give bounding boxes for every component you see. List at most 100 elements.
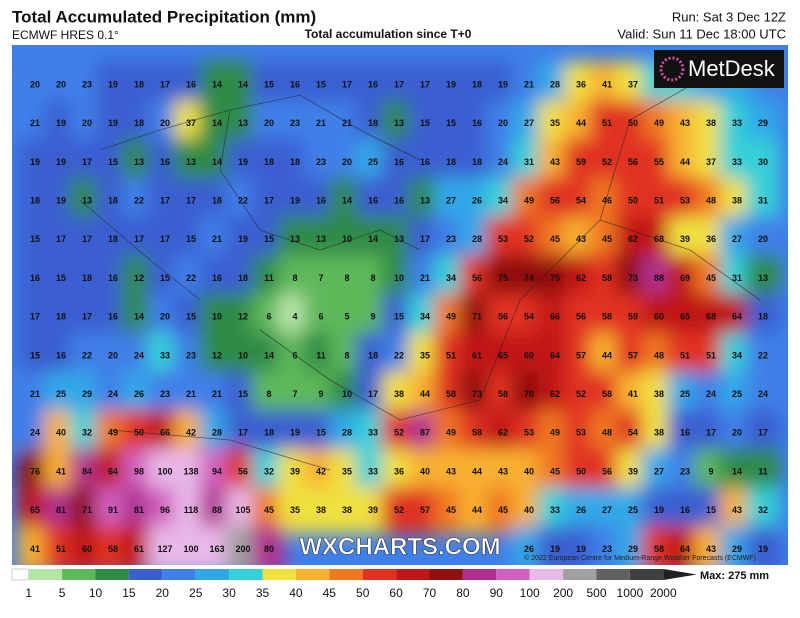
grid-value: 17 (758, 428, 768, 438)
grid-value: 49 (446, 312, 456, 322)
grid-value: 45 (550, 234, 560, 244)
grid-value: 70 (524, 389, 534, 399)
grid-value: 84 (82, 466, 92, 476)
colorbar-segment (629, 569, 664, 580)
grid-value: 60 (524, 350, 534, 360)
grid-value: 33 (160, 350, 170, 360)
colorbar-label: 5 (59, 586, 66, 600)
grid-value: 13 (238, 118, 248, 128)
grid-value: 30 (758, 157, 768, 167)
grid-value: 10 (238, 350, 248, 360)
grid-value: 17 (160, 195, 170, 205)
grid-value: 22 (134, 195, 144, 205)
grid-value: 11 (316, 350, 326, 360)
grid-value: 66 (550, 312, 560, 322)
colorbar-segment (195, 569, 230, 580)
grid-value: 34 (498, 195, 508, 205)
grid-value: 40 (56, 428, 66, 438)
grid-value: 14 (212, 79, 222, 89)
grid-value: 56 (628, 157, 638, 167)
grid-value: 127 (157, 544, 172, 554)
grid-value: 64 (108, 466, 118, 476)
grid-value: 15 (316, 428, 326, 438)
grid-value: 29 (732, 544, 742, 554)
grid-value: 41 (628, 389, 638, 399)
grid-value: 15 (394, 312, 404, 322)
colorbar-segment (529, 569, 564, 580)
grid-value: 20 (264, 118, 274, 128)
grid-value: 33 (732, 157, 742, 167)
grid-value: 14 (342, 195, 352, 205)
grid-value: 13 (394, 118, 404, 128)
grid-value: 25 (732, 389, 742, 399)
colorbar: 1 5 10 15 20 25 30 35 40 45 50 60 70 80 90 100 200 500 100… (11, 568, 697, 600)
grid-value: 41 (30, 544, 40, 554)
grid-value: 5 (344, 312, 349, 322)
grid-value: 4 (292, 312, 297, 322)
grid-value: 14 (134, 312, 144, 322)
grid-value: 18 (264, 157, 274, 167)
grid-value: 23 (186, 350, 196, 360)
grid-value: 31 (524, 157, 534, 167)
grid-value: 46 (602, 195, 612, 205)
grid-value: 23 (160, 389, 170, 399)
colorbar-label: 40 (289, 586, 303, 600)
grid-value: 62 (550, 389, 560, 399)
grid-value: 44 (576, 118, 586, 128)
grid-value: 15 (420, 118, 430, 128)
precip-field (18, 61, 780, 565)
grid-value: 10 (342, 234, 352, 244)
colorbar-segment (462, 569, 497, 580)
grid-value: 17 (368, 389, 378, 399)
grid-value: 49 (550, 428, 560, 438)
grid-value: 56 (576, 312, 586, 322)
grid-value: 16 (420, 157, 430, 167)
grid-value: 26 (576, 505, 586, 515)
grid-value: 100 (183, 544, 198, 554)
grid-value: 23 (446, 234, 456, 244)
grid-value: 38 (316, 505, 326, 515)
grid-value: 21 (30, 118, 40, 128)
grid-value: 35 (550, 118, 560, 128)
grid-value: 16 (108, 273, 118, 283)
grid-value: 34 (446, 273, 456, 283)
grid-value: 15 (186, 312, 196, 322)
grid-value: 19 (108, 79, 118, 89)
grid-value: 43 (550, 157, 560, 167)
grid-value: 43 (446, 466, 456, 476)
grid-value: 45 (706, 273, 716, 283)
grid-value: 53 (680, 195, 690, 205)
grid-value: 18 (56, 312, 66, 322)
grid-value: 17 (264, 195, 274, 205)
grid-value: 71 (472, 312, 482, 322)
grid-value: 37 (706, 157, 716, 167)
grid-value: 22 (394, 350, 404, 360)
grid-value: 16 (212, 273, 222, 283)
colorbar-label: 70 (423, 586, 437, 600)
grid-value: 36 (576, 79, 586, 89)
grid-value: 15 (30, 350, 40, 360)
grid-value: 58 (654, 544, 664, 554)
grid-value: 18 (472, 157, 482, 167)
grid-value: 7 (318, 273, 323, 283)
grid-value: 20 (758, 234, 768, 244)
grid-value: 15 (108, 157, 118, 167)
grid-value: 17 (30, 312, 40, 322)
grid-value: 17 (706, 428, 716, 438)
grid-value: 26 (524, 544, 534, 554)
grid-value: 20 (56, 79, 66, 89)
run: Run: Sat 3 Dec 12Z (672, 9, 786, 24)
grid-value: 27 (446, 195, 456, 205)
grid-value: 19 (108, 118, 118, 128)
grid-value: 11 (758, 466, 768, 476)
grid-value: 7 (292, 389, 297, 399)
colorbar-segment (362, 569, 397, 580)
grid-value: 33 (550, 505, 560, 515)
grid-value: 58 (602, 273, 612, 283)
colorbar-label: 1 (25, 586, 32, 600)
grid-value: 16 (680, 505, 690, 515)
precip-cell (746, 526, 780, 565)
grid-value: 16 (368, 79, 378, 89)
grid-value: 23 (290, 118, 300, 128)
